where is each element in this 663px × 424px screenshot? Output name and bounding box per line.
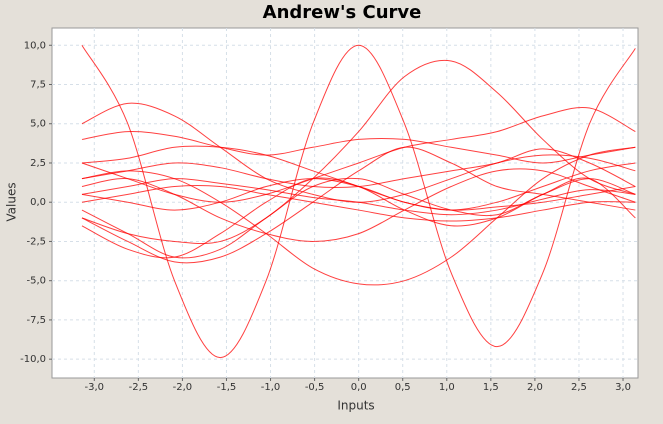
y-tick-label: 0,0 — [30, 197, 46, 208]
curve — [81, 178, 636, 216]
x-tick-label: 1,5 — [483, 382, 499, 393]
chart-title: Andrew's Curve — [263, 2, 422, 23]
x-tick-label: -3,0 — [85, 382, 105, 393]
x-tick-label: -2,0 — [173, 382, 193, 393]
y-tick-label: 10,0 — [24, 40, 46, 51]
x-tick-label: -0,5 — [305, 382, 325, 393]
y-tick-label: -7,5 — [26, 315, 46, 326]
x-tick-label: -1,5 — [217, 382, 237, 393]
y-tick-label: 2,5 — [30, 158, 46, 169]
x-tick-label: 3,0 — [615, 382, 631, 393]
x-tick-label: 1,0 — [439, 382, 455, 393]
x-tick-label: 0,0 — [351, 382, 367, 393]
curve — [81, 131, 636, 164]
y-tick-label: -2,5 — [26, 236, 46, 247]
curve — [81, 162, 636, 211]
curve — [81, 185, 636, 222]
curve — [81, 59, 636, 245]
x-axis-label: Inputs — [337, 399, 374, 413]
plot-area — [51, 27, 639, 379]
x-tick-label: 2,5 — [571, 382, 587, 393]
x-tick-label: -2,5 — [129, 382, 149, 393]
x-tick-label: 2,0 — [527, 382, 543, 393]
y-tick-label: 7,5 — [30, 80, 46, 91]
y-tick-label: -5,0 — [26, 276, 46, 287]
x-tick-label: 0,5 — [395, 382, 411, 393]
y-axis-label: Values — [5, 182, 19, 221]
y-tick-label: -10,0 — [20, 354, 46, 365]
y-tick-label: 5,0 — [30, 119, 46, 130]
curve — [81, 44, 636, 359]
x-tick-label: -1,0 — [261, 382, 281, 393]
curve — [81, 168, 636, 242]
